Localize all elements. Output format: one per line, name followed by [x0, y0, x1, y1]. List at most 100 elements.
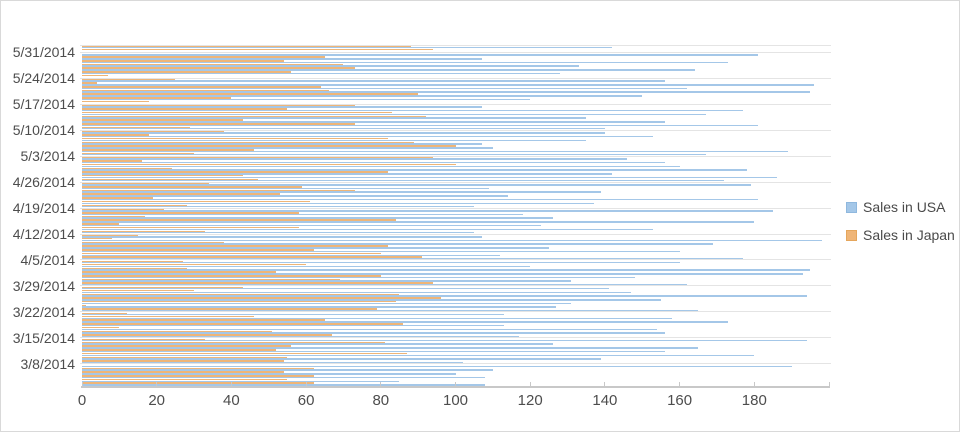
bar-sales-japan[interactable]	[82, 330, 273, 333]
bar-sales-japan[interactable]	[82, 319, 325, 322]
bar-sales-japan[interactable]	[82, 289, 195, 292]
bar-sales-japan[interactable]	[82, 297, 441, 299]
bar-sales-japan[interactable]	[82, 189, 355, 192]
bar-sales-japan[interactable]	[82, 45, 411, 47]
bar-sales-usa[interactable]	[82, 165, 680, 168]
bar-sales-usa[interactable]	[82, 95, 643, 97]
bar-sales-japan[interactable]	[82, 160, 142, 162]
bar-sales-japan[interactable]	[82, 193, 280, 195]
legend-item-japan[interactable]: Sales in Japan	[846, 226, 955, 244]
bar-sales-japan[interactable]	[82, 367, 314, 370]
bar-sales-japan[interactable]	[82, 378, 288, 381]
bar-sales-japan[interactable]	[82, 304, 86, 307]
bar-sales-japan[interactable]	[82, 197, 153, 199]
bar-sales-japan[interactable]	[82, 308, 378, 310]
bar-sales-japan[interactable]	[82, 115, 426, 118]
bar-sales-usa[interactable]	[82, 169, 747, 171]
bar-sales-japan[interactable]	[82, 300, 396, 303]
bar-sales-japan[interactable]	[82, 256, 422, 258]
bar-sales-usa[interactable]	[82, 228, 654, 231]
bar-sales-usa[interactable]	[82, 61, 729, 64]
bar-sales-usa[interactable]	[82, 358, 602, 360]
bar-sales-usa[interactable]	[82, 124, 759, 127]
bar-sales-usa[interactable]	[82, 347, 699, 349]
bar-sales-usa[interactable]	[82, 143, 482, 145]
bar-sales-usa[interactable]	[82, 291, 632, 294]
bar-sales-usa[interactable]	[82, 339, 807, 342]
bar-sales-japan[interactable]	[82, 163, 456, 166]
bar-sales-japan[interactable]	[82, 223, 120, 225]
bar-sales-japan[interactable]	[82, 89, 329, 92]
bar-sales-japan[interactable]	[82, 148, 254, 151]
bar-sales-usa[interactable]	[82, 317, 673, 320]
bar-sales-usa[interactable]	[82, 172, 613, 175]
bar-sales-usa[interactable]	[82, 380, 400, 383]
bar-sales-japan[interactable]	[82, 278, 340, 281]
bar-sales-japan[interactable]	[82, 171, 389, 173]
bar-sales-usa[interactable]	[82, 302, 572, 305]
bar-sales-japan[interactable]	[82, 123, 355, 125]
bar-sales-japan[interactable]	[82, 349, 277, 351]
bar-sales-usa[interactable]	[82, 139, 587, 142]
bar-sales-usa[interactable]	[82, 187, 490, 190]
bar-sales-usa[interactable]	[82, 306, 557, 308]
bar-sales-usa[interactable]	[82, 321, 729, 323]
bar-sales-usa[interactable]	[82, 332, 665, 334]
bar-sales-japan[interactable]	[82, 356, 288, 359]
bar-sales-usa[interactable]	[82, 269, 811, 271]
bar-sales-usa[interactable]	[82, 46, 613, 49]
bar-sales-usa[interactable]	[82, 202, 594, 205]
bar-sales-usa[interactable]	[82, 80, 665, 82]
bar-sales-usa[interactable]	[82, 295, 807, 297]
bar-sales-usa[interactable]	[82, 343, 553, 345]
bar-sales-japan[interactable]	[82, 82, 97, 84]
bar-sales-japan[interactable]	[82, 341, 385, 344]
bar-sales-japan[interactable]	[82, 145, 456, 147]
bar-sales-japan[interactable]	[82, 230, 206, 233]
bar-sales-usa[interactable]	[82, 373, 456, 375]
bar-sales-usa[interactable]	[82, 276, 635, 279]
bar-sales-usa[interactable]	[82, 324, 505, 327]
bar-sales-japan[interactable]	[82, 152, 195, 155]
bar-sales-usa[interactable]	[82, 113, 706, 116]
bar-sales-usa[interactable]	[82, 198, 759, 201]
bar-sales-usa[interactable]	[82, 384, 486, 386]
bar-sales-japan[interactable]	[82, 252, 381, 255]
bar-sales-usa[interactable]	[82, 121, 665, 123]
bar-sales-usa[interactable]	[82, 135, 654, 138]
bar-sales-japan[interactable]	[82, 200, 310, 203]
bar-sales-japan[interactable]	[82, 237, 112, 240]
bar-sales-usa[interactable]	[82, 150, 788, 153]
bar-sales-usa[interactable]	[82, 213, 523, 216]
bar-sales-usa[interactable]	[82, 365, 792, 368]
bar-sales-usa[interactable]	[82, 158, 628, 160]
bar-sales-usa[interactable]	[82, 210, 773, 212]
bar-sales-usa[interactable]	[82, 313, 505, 316]
bar-sales-usa[interactable]	[82, 65, 579, 68]
bar-sales-japan[interactable]	[82, 345, 292, 347]
bar-sales-japan[interactable]	[82, 100, 150, 103]
bar-sales-japan[interactable]	[82, 119, 243, 121]
bar-sales-usa[interactable]	[82, 280, 572, 282]
bar-sales-usa[interactable]	[82, 354, 755, 357]
bar-sales-usa[interactable]	[82, 91, 811, 93]
bar-sales-usa[interactable]	[82, 106, 482, 108]
bar-sales-japan[interactable]	[82, 174, 243, 177]
bar-sales-usa[interactable]	[82, 147, 493, 149]
bar-sales-japan[interactable]	[82, 334, 333, 336]
bar-sales-usa[interactable]	[82, 72, 561, 75]
bar-sales-usa[interactable]	[82, 184, 751, 186]
bar-sales-usa[interactable]	[82, 98, 531, 101]
bar-sales-japan[interactable]	[82, 60, 284, 62]
bar-sales-usa[interactable]	[82, 58, 482, 60]
bar-sales-usa[interactable]	[82, 254, 501, 257]
bar-sales-japan[interactable]	[82, 215, 146, 218]
bar-sales-usa[interactable]	[82, 84, 815, 86]
bar-sales-usa[interactable]	[82, 369, 493, 371]
bar-sales-japan[interactable]	[82, 241, 224, 244]
bar-sales-usa[interactable]	[82, 239, 822, 242]
bar-sales-usa[interactable]	[82, 350, 665, 353]
bar-sales-japan[interactable]	[82, 382, 314, 385]
bar-sales-usa[interactable]	[82, 217, 553, 219]
bar-sales-japan[interactable]	[82, 186, 303, 188]
